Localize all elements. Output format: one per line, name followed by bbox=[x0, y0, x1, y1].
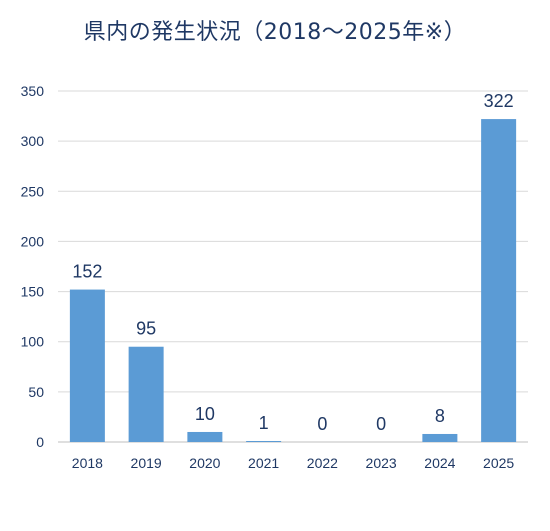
x-tick-label: 2020 bbox=[189, 455, 220, 471]
bar bbox=[481, 119, 517, 442]
y-tick-label: 50 bbox=[28, 384, 44, 400]
x-tick-label: 2025 bbox=[483, 455, 514, 471]
y-tick-label: 250 bbox=[21, 183, 45, 199]
bar bbox=[422, 433, 458, 442]
data-label: 1 bbox=[259, 413, 269, 433]
y-tick-label: 350 bbox=[21, 83, 45, 99]
bar bbox=[187, 431, 223, 442]
data-label: 8 bbox=[435, 406, 445, 426]
data-label: 95 bbox=[136, 319, 156, 339]
y-tick-label: 0 bbox=[36, 434, 44, 450]
x-tick-label: 2018 bbox=[72, 455, 103, 471]
bar bbox=[246, 440, 282, 442]
x-tick-label: 2024 bbox=[424, 455, 455, 471]
data-label: 322 bbox=[484, 91, 514, 111]
data-label: 0 bbox=[376, 414, 386, 434]
data-label: 0 bbox=[317, 414, 327, 434]
bar bbox=[69, 289, 105, 442]
x-tick-label: 2019 bbox=[131, 455, 162, 471]
bars bbox=[69, 119, 517, 442]
y-tick-label: 200 bbox=[21, 233, 45, 249]
bar bbox=[128, 346, 164, 442]
data-label: 152 bbox=[72, 262, 102, 282]
y-axis-ticks: 0 50 100 150 200 250 300 350 bbox=[21, 83, 45, 450]
data-label: 10 bbox=[195, 404, 215, 424]
gridlines bbox=[58, 90, 528, 443]
x-tick-label: 2023 bbox=[366, 455, 397, 471]
y-tick-label: 100 bbox=[21, 334, 45, 350]
x-tick-label: 2021 bbox=[248, 455, 279, 471]
y-tick-label: 300 bbox=[21, 133, 45, 149]
chart-title: 県内の発生状況（2018～2025年※） bbox=[83, 20, 467, 45]
x-tick-label: 2022 bbox=[307, 455, 338, 471]
x-axis-ticks: 2018 2019 2020 2021 2022 2023 2024 2025 bbox=[72, 455, 515, 471]
y-tick-label: 150 bbox=[21, 284, 45, 300]
